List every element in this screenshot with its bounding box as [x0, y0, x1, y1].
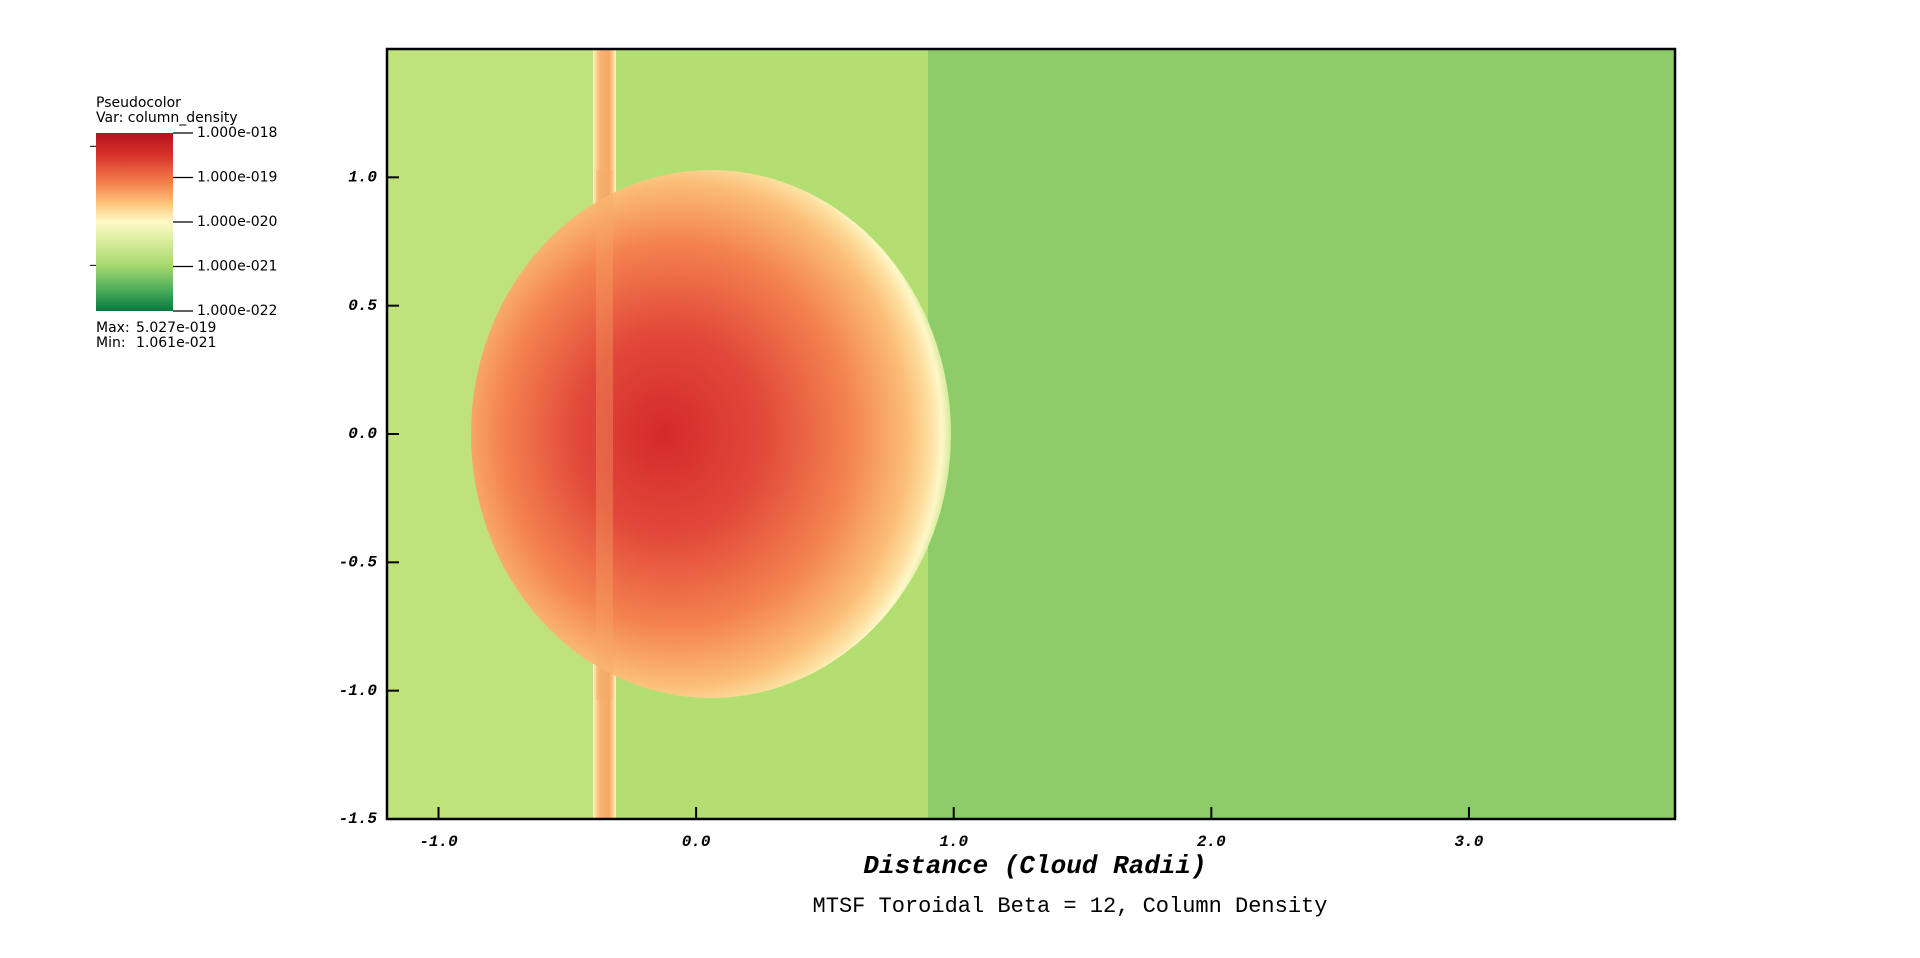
y-tick-label: -0.5: [339, 554, 378, 572]
y-tick-label: 1.0: [348, 169, 377, 187]
chart-title: MTSF Toroidal Beta = 12, Column Density: [813, 894, 1328, 919]
legend-title: Pseudocolor: [96, 95, 181, 111]
colorbar-tick-label: 1.000e-020: [197, 214, 277, 230]
legend-min-value: 1.061e-021: [136, 335, 216, 351]
field-image: [387, 49, 1675, 819]
colorbar-tick-label: 1.000e-022: [197, 303, 277, 319]
x-tick-label: 1.0: [939, 833, 968, 851]
x-tick-label: 0.0: [682, 833, 711, 851]
colorbar-tick-label: 1.000e-018: [197, 125, 277, 141]
colorbar-tick-label: 1.000e-019: [197, 170, 277, 186]
x-tick-label: 3.0: [1455, 833, 1484, 851]
colorbar: [96, 133, 173, 311]
y-tick-label: -1.0: [339, 682, 378, 700]
legend-variable: Var: column_density: [96, 110, 238, 126]
legend-max-value: 5.027e-019: [136, 320, 216, 336]
colorbar-tick-label: 1.000e-021: [197, 259, 277, 275]
legend-max-label: Max:: [96, 320, 130, 336]
y-tick-label: 0.5: [348, 297, 377, 315]
y-tick-label: 0.0: [348, 425, 377, 443]
y-tick-label: -1.5: [339, 810, 378, 828]
x-tick-label: 2.0: [1197, 833, 1226, 851]
x-axis-label: Distance (Cloud Radii): [863, 851, 1206, 881]
legend-min-label: Min:: [96, 335, 126, 351]
x-tick-label: -1.0: [419, 833, 458, 851]
